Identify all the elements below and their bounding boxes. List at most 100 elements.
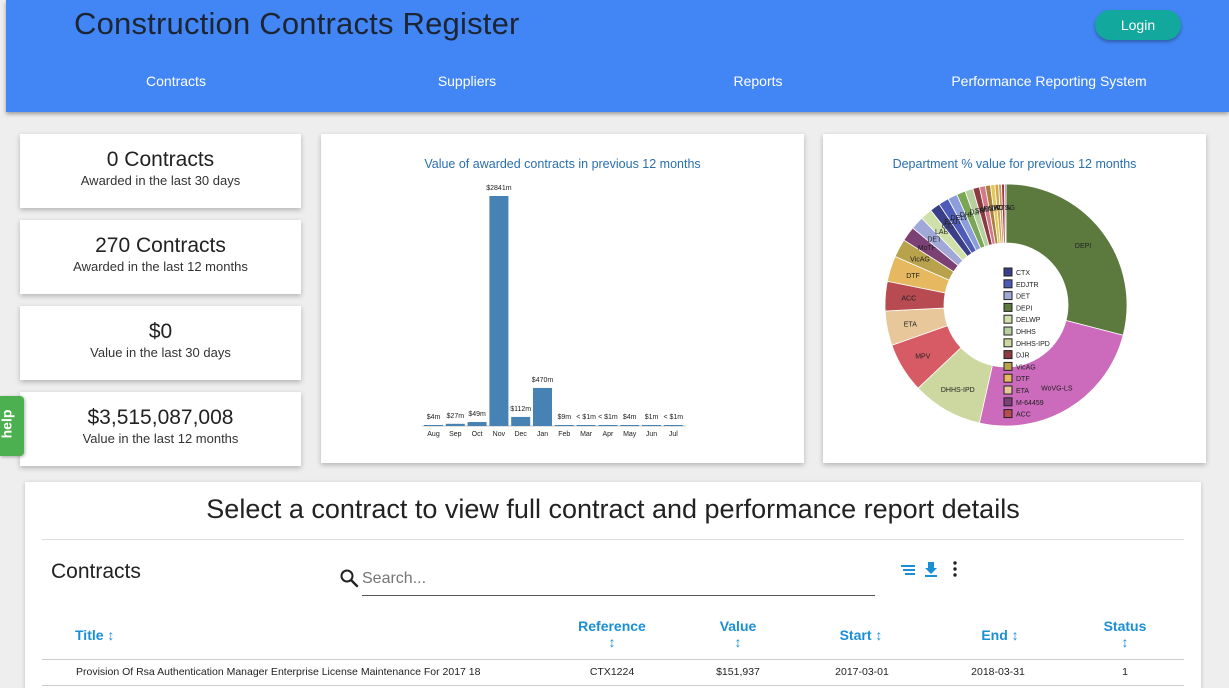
pie-chart: DEPI WoVG-LS DHHS-IPD MPV ETA ACC DTF VicAG MoTP…: [884, 183, 1128, 427]
pie-slice-label: DPC: [991, 205, 1006, 212]
bar-data-label: < $1m: [663, 414, 683, 421]
pie-slice-label: DEPI: [1075, 243, 1091, 250]
divider: [42, 539, 1184, 540]
bar: [424, 425, 443, 426]
pie-slice-label: DELWP: [951, 215, 976, 222]
legend-swatch: [1003, 314, 1013, 324]
pie-slice-label: VicAG: [910, 257, 930, 264]
column-header-end[interactable]: End ↕: [960, 627, 1040, 643]
sort-icon: ↕: [734, 634, 742, 650]
legend-swatch: [1003, 409, 1013, 419]
x-tick-label: Dec: [514, 431, 527, 438]
legend-label: DJR: [1016, 353, 1030, 360]
nav-performance-reporting-system[interactable]: Performance Reporting System: [951, 73, 1147, 89]
legend-swatch: [1003, 338, 1013, 348]
bar: [598, 425, 618, 426]
legend-label: DEPI: [1016, 305, 1032, 312]
pie-slice-label: ETA: [904, 321, 917, 328]
x-tick-label: Jul: [669, 431, 678, 438]
download-icon[interactable]: [922, 560, 940, 578]
column-label: Reference: [578, 618, 646, 634]
legend-swatch: [1003, 385, 1013, 395]
bar-data-label: < $1m: [598, 414, 618, 421]
x-tick-label: Mar: [580, 431, 593, 438]
contracts-table-label: Contracts: [51, 560, 141, 583]
pie-slice-label: DHHS: [960, 212, 980, 219]
pie-slice-label: CTX: [942, 224, 956, 231]
column-header-reference[interactable]: Reference ↕: [572, 618, 652, 650]
bar-data-label: $470m: [532, 377, 554, 384]
pie-slice-label: PMG: [983, 206, 999, 213]
legend-label: DTF: [1016, 376, 1030, 383]
legend-label: CTX: [1016, 270, 1030, 277]
x-tick-label: Sep: [449, 431, 462, 438]
legend-label: ACC: [1016, 412, 1031, 419]
pie-chart-title: Department % value for previous 12 month…: [892, 157, 1137, 171]
legend-swatch: [1003, 361, 1013, 371]
legend-swatch: [1003, 279, 1013, 289]
pie-slice-label: SWI: [989, 206, 1002, 213]
pie-slice: [978, 320, 1124, 427]
column-header-value[interactable]: Value ↕: [698, 618, 778, 650]
pie-slice-label: WoVG-LS: [1041, 386, 1073, 393]
stat-value: $0: [148, 320, 173, 343]
legend-label: M-64459: [1016, 400, 1044, 407]
nav-reports[interactable]: Reports: [733, 73, 783, 89]
pie-slice: [1005, 183, 1128, 336]
stat-card-value-30-days: $0 Value in the last 30 days: [20, 306, 301, 380]
legend-swatch: [1003, 326, 1013, 336]
column-label: Start: [839, 627, 872, 643]
pie-slice-label: AMB: [979, 207, 995, 214]
bar-data-label: $49m: [468, 411, 486, 418]
filter-lines-icon[interactable]: [899, 560, 917, 578]
section-heading: Select a contract to view full contract …: [206, 494, 1020, 524]
x-tick-label: Feb: [558, 431, 570, 438]
nav-suppliers[interactable]: Suppliers: [437, 73, 497, 89]
pie-slice-label: ACC: [901, 295, 916, 302]
legend-swatch: [1003, 291, 1013, 301]
contracts-section: Select a contract to view full contract …: [25, 482, 1201, 688]
column-label: Status: [1103, 618, 1147, 634]
stat-value: 270 Contracts: [95, 234, 226, 257]
more-vert-icon[interactable]: [946, 560, 964, 578]
nav-contracts[interactable]: Contracts: [146, 73, 206, 89]
bar-data-label: < $1m: [576, 414, 596, 421]
pie-slice-label: DTF: [906, 273, 920, 280]
app-title: Construction Contracts Register: [74, 6, 520, 41]
login-button[interactable]: Login: [1095, 10, 1181, 40]
x-tick-label: Oct: [472, 431, 483, 438]
column-header-start[interactable]: Start ↕: [821, 627, 901, 643]
column-label: Value: [719, 618, 757, 634]
bar: [620, 425, 640, 426]
column-label: End: [981, 627, 1008, 643]
search-input[interactable]: [362, 562, 875, 596]
sort-icon: ↕: [608, 634, 616, 650]
bar-data-label: $1m: [645, 414, 659, 421]
cell-start: 2017-03-01: [835, 666, 889, 678]
pie-slice-label: MoTP: [918, 245, 937, 252]
pie-slice-label: DJR: [969, 210, 983, 217]
bar-data-label: $112m: [510, 406, 531, 413]
legend-swatch: [1003, 350, 1013, 360]
pie-slice-label: SRV: [975, 208, 990, 215]
stat-caption: Value in the last 12 months: [82, 431, 239, 446]
help-tab[interactable]: help: [0, 396, 24, 456]
bar: [467, 422, 487, 426]
x-tick-label: Jun: [646, 431, 657, 438]
column-header-status[interactable]: Status ↕: [1085, 618, 1165, 650]
sort-icon: ↕: [1011, 627, 1019, 643]
bar-data-label: $9m: [557, 414, 571, 421]
bar-data-label: $4m: [623, 414, 637, 421]
sort-icon: ↕: [875, 627, 883, 643]
bar: [511, 416, 531, 426]
stat-caption: Value in the last 30 days: [90, 345, 231, 360]
bar: [554, 425, 574, 426]
bar: [576, 425, 596, 426]
cell-value: $151,937: [716, 666, 760, 678]
bar-data-label: $4m: [427, 414, 441, 421]
stat-card-contracts-12-months: 270 Contracts Awarded in the last 12 mon…: [20, 220, 301, 294]
column-header-title[interactable]: Title ↕: [75, 627, 114, 643]
legend-label: ETA: [1016, 388, 1029, 395]
column-label: Title: [75, 627, 104, 643]
